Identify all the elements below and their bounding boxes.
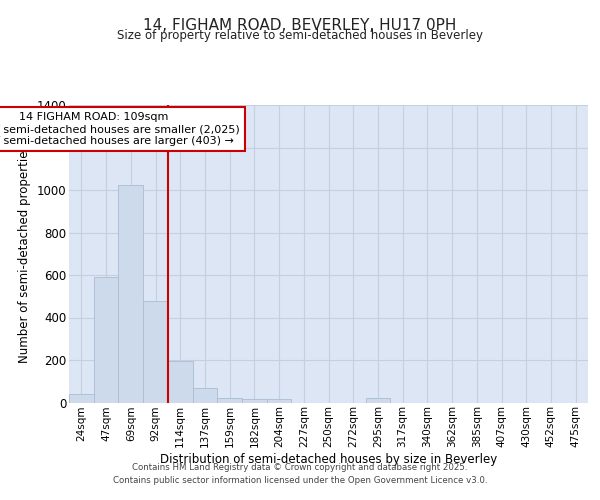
Y-axis label: Number of semi-detached properties: Number of semi-detached properties [18,144,31,363]
Bar [168,362,193,403]
Text: 14, FIGHAM ROAD, BEVERLEY, HU17 0PH: 14, FIGHAM ROAD, BEVERLEY, HU17 0PH [143,18,457,32]
Bar [69,394,94,402]
Text: Contains HM Land Registry data © Crown copyright and database right 2025.: Contains HM Land Registry data © Crown c… [132,464,468,472]
Bar [94,277,118,402]
Bar [267,400,292,402]
Text: 14 FIGHAM ROAD: 109sqm
← 83% of semi-detached houses are smaller (2,025)
  17% o: 14 FIGHAM ROAD: 109sqm ← 83% of semi-det… [0,112,239,146]
X-axis label: Distribution of semi-detached houses by size in Beverley: Distribution of semi-detached houses by … [160,453,497,466]
Bar [365,398,390,402]
Bar [143,300,168,402]
Bar [242,400,267,402]
Text: Size of property relative to semi-detached houses in Beverley: Size of property relative to semi-detach… [117,29,483,42]
Text: Contains public sector information licensed under the Open Government Licence v3: Contains public sector information licen… [113,476,487,485]
Bar [118,184,143,402]
Bar [193,388,217,402]
Bar [217,398,242,402]
